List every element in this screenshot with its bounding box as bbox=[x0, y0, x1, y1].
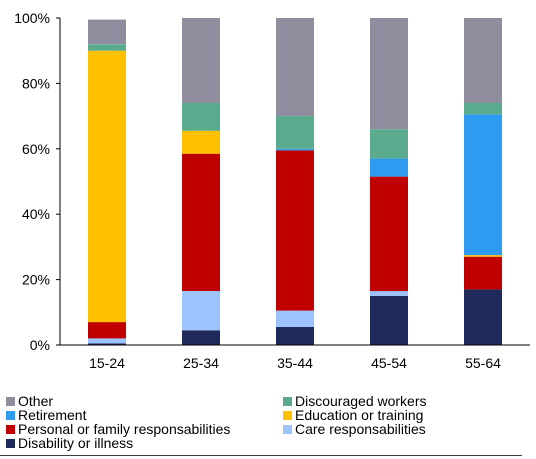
legend-swatch bbox=[6, 438, 15, 448]
bar-segment-care-responsabilities bbox=[276, 310, 314, 327]
legend-label: Disability or illness bbox=[18, 435, 134, 451]
y-tick-label: 80% bbox=[22, 75, 50, 91]
bar-segment-retirement bbox=[276, 148, 314, 151]
bar-segment-other bbox=[464, 18, 502, 103]
x-tick-label: 45-54 bbox=[371, 355, 407, 371]
legend-item-care-responsabilities: Care responsabilities bbox=[283, 421, 426, 437]
bar-segment-other bbox=[276, 18, 314, 117]
legend-swatch bbox=[6, 410, 15, 420]
legend-swatch bbox=[283, 410, 292, 420]
bars-layer bbox=[88, 18, 502, 345]
legend-item-other: Other bbox=[6, 393, 54, 409]
bar-segment-education-or-training bbox=[182, 130, 220, 154]
y-tick-label: 20% bbox=[22, 272, 50, 288]
y-tick-label: 0% bbox=[30, 337, 50, 353]
bar-segment-personal-or-family-responsabilities bbox=[182, 153, 220, 291]
x-tick-label: 55-64 bbox=[465, 355, 501, 371]
x-tick-label: 15-24 bbox=[89, 355, 125, 371]
legend-swatch bbox=[6, 396, 15, 406]
bar-segment-discouraged-workers bbox=[88, 44, 126, 51]
legend-label: Other bbox=[18, 393, 54, 409]
x-tick-label: 25-34 bbox=[183, 355, 219, 371]
legend-label: Care responsabilities bbox=[295, 421, 426, 437]
bar-segment-retirement bbox=[464, 114, 502, 256]
legend-label: Education or training bbox=[295, 407, 424, 423]
tick-labels-layer: 0% 20% 40% 60% 80% 100% 15-24 25-34 35-44 45-54 55… bbox=[14, 10, 501, 371]
axes-layer bbox=[56, 17, 530, 346]
legend-item-discouraged-workers: Discouraged workers bbox=[283, 393, 427, 409]
bar-segment-other bbox=[88, 19, 126, 45]
bar-segment-discouraged-workers bbox=[464, 103, 502, 115]
bar-segment-disability-or-illness bbox=[464, 289, 502, 345]
bar-segment-discouraged-workers bbox=[276, 116, 314, 149]
legend-item-personal-or-family: Personal or family responsabilities bbox=[6, 421, 231, 437]
bar-segment-discouraged-workers bbox=[182, 103, 220, 131]
legend-bottom-rule bbox=[0, 455, 522, 456]
legend-item-retirement: Retirement bbox=[6, 407, 87, 423]
y-tick-label: 60% bbox=[22, 141, 50, 157]
bar-segment-personal-or-family-responsabilities bbox=[88, 322, 126, 339]
bar-segment-disability-or-illness bbox=[88, 343, 126, 345]
legend-label: Retirement bbox=[18, 407, 87, 423]
x-tick-label: 35-44 bbox=[277, 355, 313, 371]
bar-segment-care-responsabilities bbox=[88, 338, 126, 344]
y-tick-label: 40% bbox=[22, 206, 50, 222]
bar-segment-education-or-training bbox=[88, 50, 126, 323]
bar-segment-education-or-training bbox=[464, 255, 502, 257]
legend-label: Discouraged workers bbox=[295, 393, 427, 409]
legend-item-disability-or-illness: Disability or illness bbox=[6, 435, 134, 451]
stacked-bar-chart: 0% 20% 40% 60% 80% 100% 15-24 25-34 35-44 45-54 55… bbox=[14, 10, 530, 371]
bar-segment-disability-or-illness bbox=[276, 327, 314, 345]
legend: Other Discouraged workers Retirement Edu… bbox=[0, 392, 536, 456]
legend-swatch bbox=[283, 396, 292, 406]
bar-segment-discouraged-workers bbox=[370, 129, 408, 159]
y-tick-label: 100% bbox=[14, 10, 50, 26]
bar-segment-disability-or-illness bbox=[182, 330, 220, 345]
bar-segment-retirement bbox=[370, 158, 408, 177]
legend-swatch bbox=[6, 424, 15, 434]
legend-label: Personal or family responsabilities bbox=[18, 421, 231, 437]
bar-segment-personal-or-family-responsabilities bbox=[370, 176, 408, 292]
bar-segment-personal-or-family-responsabilities bbox=[464, 256, 502, 290]
legend-swatch bbox=[283, 424, 292, 434]
bar-segment-care-responsabilities bbox=[182, 291, 220, 331]
bar-segment-care-responsabilities bbox=[370, 291, 408, 296]
bar-segment-other bbox=[370, 18, 408, 130]
bar-segment-personal-or-family-responsabilities bbox=[276, 150, 314, 311]
bar-segment-disability-or-illness bbox=[370, 295, 408, 345]
bar-segment-other bbox=[182, 18, 220, 103]
legend-item-education-or-training: Education or training bbox=[283, 407, 424, 423]
